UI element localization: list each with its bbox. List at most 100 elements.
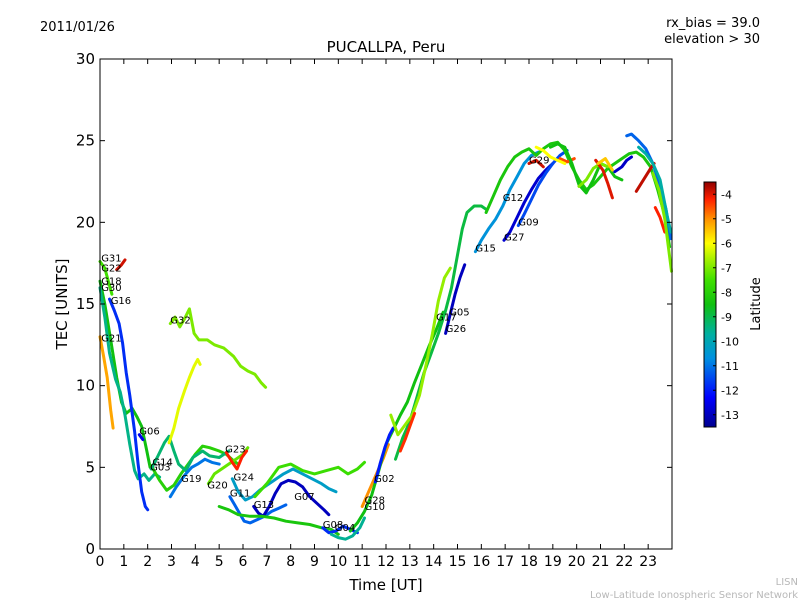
series-trace-g48-44 <box>651 171 673 273</box>
satellite-label-g28: G28 <box>365 495 385 506</box>
footer-org-short: LISN <box>776 577 798 588</box>
series-trace-g36-26 <box>398 411 417 453</box>
satellite-label-g30: G30 <box>101 283 121 294</box>
rx-bias-label: rx_bias = 39.0 <box>666 16 760 31</box>
satellite-label-g23: G23 <box>225 445 245 456</box>
satellite-label-g20: G20 <box>207 481 227 492</box>
series-trace-g47-43 <box>653 206 667 234</box>
series-trace-g35-25 <box>389 266 452 437</box>
x-tick-label: 21 <box>592 554 610 570</box>
x-tick-label: 15 <box>449 554 467 570</box>
x-tick-label: 6 <box>239 554 248 570</box>
series-trace-g12-31 <box>484 140 672 249</box>
colorbar-label: Latitude <box>749 277 764 331</box>
satellite-label-g18: G18 <box>101 276 121 287</box>
satellite-label-g17: G17 <box>436 312 456 323</box>
satellite-label-g06: G06 <box>139 427 159 438</box>
x-tick-label: 2 <box>143 554 152 570</box>
series-trace-g32-6 <box>168 307 268 389</box>
satellite-label-g05: G05 <box>449 307 469 318</box>
series-trace-g03-9 <box>149 434 231 473</box>
series-trace-g15-28 <box>473 150 540 254</box>
x-tick-label: 7 <box>262 554 271 570</box>
series-trace-g33-10 <box>167 358 202 445</box>
x-tick-label: 8 <box>286 554 295 570</box>
colorbar-tick-label: -6 <box>721 237 732 250</box>
x-tick-label: 4 <box>191 554 200 570</box>
colorbar-tick-label: -8 <box>721 286 732 299</box>
satellite-label-g07: G07 <box>294 492 314 503</box>
satellite-label-g11: G11 <box>230 489 250 500</box>
series-layer <box>98 132 673 541</box>
satellite-label-g26: G26 <box>446 324 466 335</box>
y-tick-label: 25 <box>76 132 95 150</box>
colorbar-tick-label: -7 <box>721 262 732 275</box>
series-trace-g23-13 <box>224 449 249 471</box>
y-tick-label: 0 <box>85 540 95 558</box>
x-tick-label: 23 <box>639 554 657 570</box>
y-tick-label: 20 <box>76 213 95 231</box>
series-trace-g04-19 <box>329 516 366 541</box>
series-trace-g38-34 <box>534 145 567 165</box>
colorbar-tick-label: -13 <box>721 409 739 422</box>
series-trace-g16-4 <box>108 297 150 512</box>
series-trace-g40-36 <box>577 162 610 188</box>
series-trace-g25-20 <box>253 460 366 499</box>
x-tick-label: 22 <box>615 554 633 570</box>
x-tick-label: 0 <box>96 554 105 570</box>
x-tick-label: 5 <box>215 554 224 570</box>
x-tick-label: 13 <box>401 554 419 570</box>
satellite-label-g31: G31 <box>101 254 121 265</box>
date-label: 2011/01/26 <box>40 20 115 35</box>
x-axis-ticks: 0 1 2 3 4 5 6 7 8 9 10 11 12 13 14 15 16 17 18 19 20 21 22 23 <box>96 59 657 570</box>
y-axis-label: TEC [UNITS] <box>53 259 71 351</box>
satellite-label-g09: G09 <box>518 218 538 229</box>
x-tick-label: 17 <box>496 554 514 570</box>
x-tick-label: 3 <box>167 554 176 570</box>
series-trace-g43-39 <box>613 155 633 174</box>
series-trace-g26-27 <box>444 263 467 335</box>
y-tick-label: 10 <box>76 377 95 395</box>
x-tick-label: 20 <box>568 554 586 570</box>
satellite-label-g10: G10 <box>365 502 385 513</box>
y-tick-label: 5 <box>85 458 95 476</box>
x-tick-label: 9 <box>310 554 319 570</box>
satellite-label-g21: G21 <box>101 334 121 345</box>
satellite-label-g27: G27 <box>504 232 524 243</box>
series-trace-g02-23 <box>373 426 395 484</box>
series-trace-g06-7 <box>137 433 145 442</box>
y-axis-ticks: 0 5 10 15 20 25 30 <box>76 50 672 558</box>
satellite-label-g24: G24 <box>234 472 254 483</box>
y-tick-label: 30 <box>76 50 95 68</box>
footer-org-long: Low-Latitude Ionospheric Sensor Network <box>590 590 798 600</box>
colorbar-tick-label: -4 <box>721 188 732 201</box>
satellite-label-g16: G16 <box>111 296 131 307</box>
chart-title: PUCALLPA, Peru <box>327 38 446 56</box>
colorbar-tick-label: -5 <box>721 213 732 226</box>
series-trace-g11-15 <box>228 495 288 525</box>
series-trace-g46-42 <box>637 145 673 234</box>
x-tick-label: 10 <box>329 554 347 570</box>
colorbar-tick-label: -12 <box>721 384 739 397</box>
series-trace-g24-14 <box>230 467 338 502</box>
satellite-label-g14: G14 <box>152 458 172 469</box>
series-trace-g41-37 <box>594 158 614 200</box>
satellite-label-g15: G15 <box>475 244 495 255</box>
colorbar-ticks: -4 -5 -6 -7 -8 -9 -10 -11 -12 -13 <box>713 188 739 422</box>
satellite-label-g29: G29 <box>529 156 549 167</box>
satellite-label-g02: G02 <box>374 474 394 485</box>
series-trace-g19-11 <box>168 457 221 499</box>
series-trace-g37-33 <box>558 157 576 164</box>
plot-area <box>100 59 672 549</box>
satellite-label-g22: G22 <box>101 263 121 274</box>
series-trace-g22-1 <box>115 258 127 272</box>
satellite-label-g12: G12 <box>503 193 523 204</box>
x-tick-label: 14 <box>425 554 443 570</box>
series-trace-g27-29 <box>502 162 555 242</box>
series-trace-g09-30 <box>516 149 569 228</box>
series-trace-g18-2 <box>98 279 152 469</box>
satellite-label-g03: G03 <box>150 463 170 474</box>
elevation-label: elevation > 30 <box>664 32 760 47</box>
